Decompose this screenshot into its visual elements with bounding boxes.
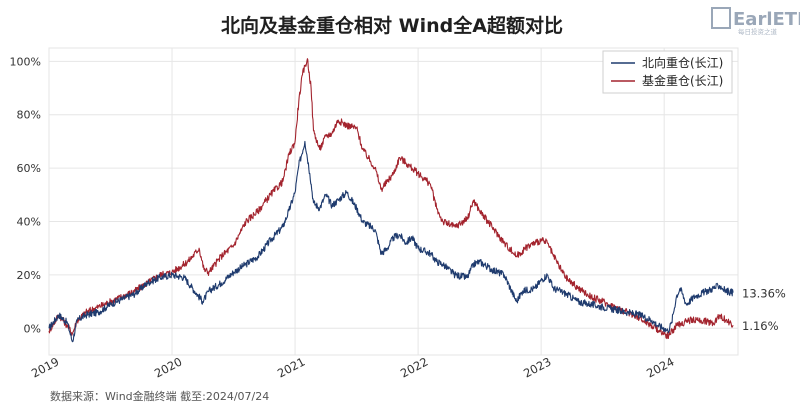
- logo: EarlETF 每日投资之道: [711, 7, 800, 36]
- x-tick-label: 2021: [275, 354, 307, 380]
- series-line-north: [48, 140, 734, 343]
- y-tick-label: 60%: [17, 162, 41, 175]
- x-tick-label: 2023: [521, 354, 553, 380]
- legend-box: [602, 50, 733, 94]
- y-axis: 0% 20% 40% 60% 80% 100%: [10, 55, 41, 335]
- x-tick-label: 2024: [644, 354, 676, 380]
- end-label-fund: 1.16%: [742, 319, 779, 333]
- legend-label-north: 北向重仓(长江): [642, 55, 723, 70]
- x-tick-label: 2019: [29, 354, 61, 380]
- logo-mark-icon: [711, 7, 731, 29]
- plot-area: [48, 47, 739, 356]
- x-axis: 2019 2020 2021 2022 2023 2024: [29, 354, 677, 380]
- chart-title: 北向及基金重仓相对 Wind全A超额对比: [221, 14, 563, 37]
- y-tick-label: 40%: [17, 216, 41, 229]
- legend: 北向重仓(长江) 基金重仓(长江): [602, 50, 733, 94]
- x-tick-label: 2022: [398, 354, 430, 380]
- series-layer: [48, 58, 734, 343]
- y-tick-label: 100%: [10, 55, 41, 68]
- legend-label-fund: 基金重仓(长江): [642, 73, 723, 88]
- y-tick-label: 80%: [17, 109, 41, 122]
- source-note: 数据来源：Wind金融终端 截至:2024/07/24: [50, 389, 269, 403]
- y-tick-label: 0%: [24, 322, 41, 335]
- y-tick-label: 20%: [17, 269, 41, 282]
- end-label-north: 13.36%: [742, 287, 786, 301]
- x-tick-label: 2020: [152, 354, 184, 380]
- logo-text: EarlETF: [733, 9, 800, 30]
- end-labels: 1.16% 13.36%: [742, 287, 786, 334]
- logo-subtext: 每日投资之道: [738, 27, 778, 36]
